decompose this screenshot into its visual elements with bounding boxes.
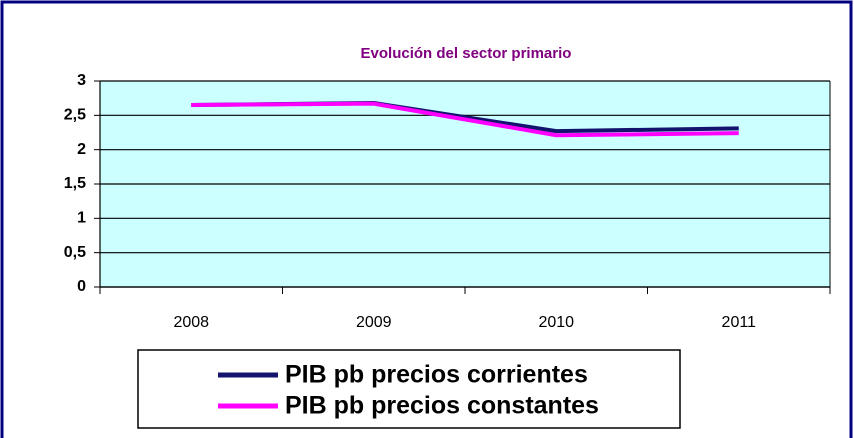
- x-tick-label: 2009: [356, 314, 392, 331]
- y-tick-label: 1,5: [64, 175, 86, 192]
- x-tick-label: 2011: [722, 314, 757, 331]
- chart-title: Evolución del sector primario: [361, 45, 572, 62]
- x-tick-label: 2010: [538, 314, 574, 331]
- y-tick-label: 0,5: [64, 244, 86, 261]
- y-tick-label: 3: [77, 72, 86, 89]
- series-line: [191, 101, 739, 138]
- x-tick-label: 2008: [173, 314, 209, 331]
- y-tick-label: 0: [77, 278, 86, 295]
- legend-label: PIB pb precios constantes: [285, 392, 599, 420]
- y-tick-label: 1: [77, 210, 86, 227]
- y-tick-label: 2: [77, 141, 86, 158]
- legend-label: PIB pb precios corrientes: [285, 361, 588, 389]
- legend: [137, 349, 681, 429]
- y-tick-label: 2,5: [64, 107, 86, 124]
